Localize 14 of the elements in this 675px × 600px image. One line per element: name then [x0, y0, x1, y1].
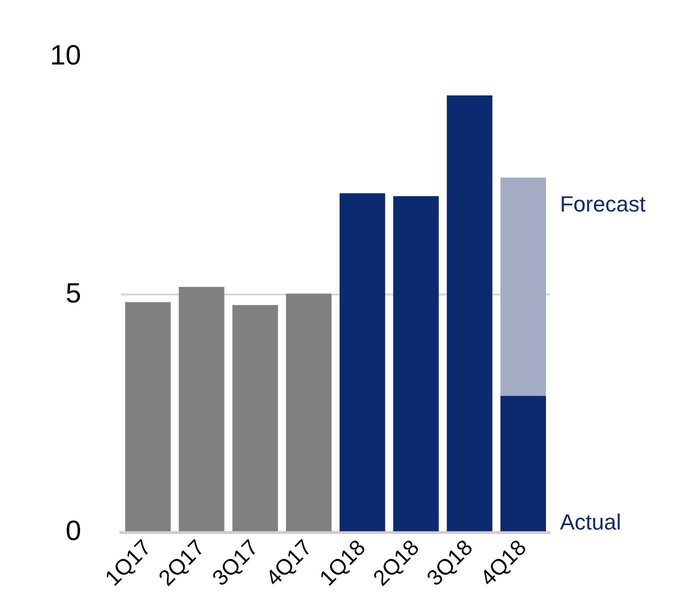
y-tick-label: 10 — [50, 40, 82, 71]
bar — [500, 396, 546, 532]
bar — [446, 95, 492, 532]
series-label: Actual — [560, 510, 622, 535]
bar — [500, 178, 546, 396]
bar — [125, 302, 171, 532]
bar — [393, 196, 439, 532]
bar — [340, 193, 386, 532]
bar — [286, 294, 332, 532]
bar — [232, 305, 278, 532]
series-label: Forecast — [560, 192, 646, 217]
bar — [178, 286, 224, 532]
y-tick-label: 5 — [66, 277, 82, 308]
y-tick-label: 0 — [66, 514, 82, 546]
